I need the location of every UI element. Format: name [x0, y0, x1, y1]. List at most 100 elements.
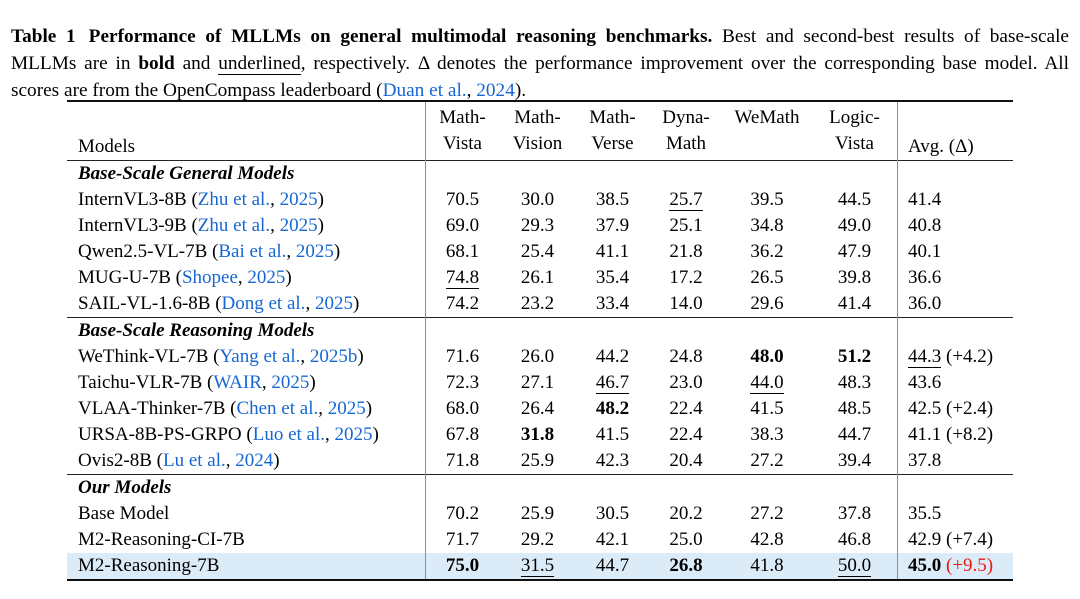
citation-authors-link[interactable]: Lu et al.: [162, 450, 226, 471]
table-bottom-rule: [67, 579, 1013, 581]
model-name-cell: M2-Reasoning-CI-7B: [67, 529, 425, 551]
score-cell: 68.0: [425, 398, 500, 420]
score-cell: 38.3: [722, 424, 812, 446]
score-cell: 22.4: [650, 398, 722, 420]
model-name-cell: M2-Reasoning-7B: [67, 555, 425, 577]
citation-authors-link[interactable]: Dong et al.: [221, 293, 306, 314]
score-cell: 70.2: [425, 503, 500, 525]
table-caption: Table 1 Performance of MLLMs on general m…: [11, 23, 1069, 104]
column-header-models: Models: [78, 136, 135, 157]
score-cell: 27.2: [722, 503, 812, 525]
model-name: URSA-8B-PS-GRPO: [78, 424, 242, 445]
score-cell: 41.5: [575, 424, 650, 446]
score-value: 42.8: [750, 529, 784, 550]
citation-year-link[interactable]: 2025: [271, 372, 310, 393]
score-value: 41.8: [750, 555, 784, 576]
score-value: 37.8: [837, 503, 872, 524]
score-cell: 23.0: [650, 372, 722, 394]
citation-year-link[interactable]: 2025: [327, 398, 366, 419]
column-header-avg: Avg. (Δ): [908, 136, 974, 157]
table-row-vlaa-thinker-7b: VLAA-Thinker-7B (Chen et al., 2025) 68.0 2…: [67, 396, 1013, 422]
score-cell: 48.3: [812, 372, 897, 394]
score-cell: 75.0: [425, 555, 500, 577]
avg-cell: 41.1 (+8.2): [897, 424, 1013, 446]
citation-separator: ,: [305, 293, 315, 314]
citation-authors-link[interactable]: Zhu et al.: [197, 215, 271, 236]
score-cell: 36.2: [722, 241, 812, 263]
group-title-base-scale-general-models: Base-Scale General Models: [78, 163, 295, 184]
avg-delta: (+7.4): [941, 529, 994, 550]
citation-authors-link[interactable]: Chen et al.: [236, 398, 319, 419]
score-cell: 42.8: [722, 529, 812, 551]
score-cell: 39.4: [812, 450, 897, 472]
citation-year-link[interactable]: 2025: [247, 267, 286, 288]
score-value: 23.2: [520, 293, 555, 314]
score-value: 31.5: [520, 555, 555, 577]
model-name-cell: VLAA-Thinker-7B (Chen et al., 2025): [67, 398, 425, 420]
score-cell: 30.5: [575, 503, 650, 525]
score-cell: 69.0: [425, 215, 500, 237]
score-value: 42.3: [595, 450, 630, 471]
score-value: 30.0: [520, 189, 555, 210]
score-cell: 27.2: [722, 450, 812, 472]
vertical-rule-after-models: [425, 102, 427, 579]
citation-year-link[interactable]: 2025: [279, 215, 318, 236]
citation-authors-link[interactable]: Shopee: [181, 267, 238, 288]
citation-authors-link[interactable]: Zhu et al.: [197, 189, 271, 210]
score-value: 21.8: [669, 241, 703, 262]
score-cell: 44.7: [575, 555, 650, 577]
score-cell: 34.8: [722, 215, 812, 237]
citation-separator: ,: [286, 241, 296, 262]
score-cell: 25.0: [650, 529, 722, 551]
citation-separator: ,: [261, 372, 272, 393]
score-cell: 25.9: [500, 450, 575, 472]
model-name: SAIL-VL-1.6-8B: [78, 293, 211, 314]
caption-text: ,: [466, 80, 477, 102]
score-cell: 71.7: [425, 529, 500, 551]
avg-value: 42.5: [908, 398, 942, 419]
citation-separator: ,: [318, 398, 328, 419]
citation-separator: ,: [300, 346, 310, 367]
score-value: 26.5: [750, 267, 784, 288]
score-cell: 51.2: [812, 346, 897, 368]
score-cell: 42.1: [575, 529, 650, 551]
score-value: 27.2: [750, 503, 784, 524]
score-value: 50.0: [837, 555, 872, 577]
vertical-rule-before-avg: [897, 102, 899, 579]
citation-authors-link[interactable]: Yang et al.: [219, 346, 301, 367]
citation-year-link[interactable]: 2024: [235, 450, 274, 471]
score-value: 23.0: [669, 372, 703, 393]
score-value: 25.0: [669, 529, 703, 550]
citation-year-link[interactable]: 2025: [279, 189, 318, 210]
score-value: 44.7: [837, 424, 872, 445]
citation-authors-link[interactable]: Bai et al.: [218, 241, 287, 262]
citation-separator: ,: [270, 189, 280, 210]
citation-close-paren: ): [273, 450, 280, 471]
avg-cell: 40.1: [897, 241, 1013, 263]
citation-year-link[interactable]: 2025b: [309, 346, 358, 367]
citation-authors-link[interactable]: WAIR: [213, 372, 262, 393]
model-name-cell: Taichu-VLR-7B (WAIR, 2025): [67, 372, 425, 394]
citation-authors-link[interactable]: Luo et al.: [252, 424, 326, 445]
caption-citation-link[interactable]: Duan et al.: [382, 80, 467, 102]
citation-year-link[interactable]: 2025: [314, 293, 353, 314]
score-value: 26.1: [520, 267, 555, 288]
column-header-line2: Vision: [512, 133, 563, 154]
citation-open-paren: (: [210, 293, 222, 314]
avg-value: 36.6: [908, 267, 942, 288]
score-cell: 50.0: [812, 555, 897, 577]
results-table: Models Math- Vista Math- Vision Math- Verse Dy…: [67, 100, 1013, 581]
score-value: 20.2: [669, 503, 703, 524]
score-cell: 25.1: [650, 215, 722, 237]
caption-citation-year-link[interactable]: 2024: [476, 80, 515, 102]
score-value: 67.8: [445, 424, 480, 445]
citation-year-link[interactable]: 2025: [334, 424, 373, 445]
score-value: 48.5: [837, 398, 872, 419]
score-cell: 71.8: [425, 450, 500, 472]
column-header-math-vision: Math- Vision: [500, 102, 575, 160]
score-cell: 23.2: [500, 293, 575, 315]
column-header-line1: Logic-: [829, 107, 880, 128]
citation-year-link[interactable]: 2025: [295, 241, 334, 262]
score-cell: 70.5: [425, 189, 500, 211]
table-row-m2-reasoning-ci-7b: M2-Reasoning-CI-7B 71.7 29.2 42.1 25.0 42.8 46…: [67, 527, 1013, 553]
